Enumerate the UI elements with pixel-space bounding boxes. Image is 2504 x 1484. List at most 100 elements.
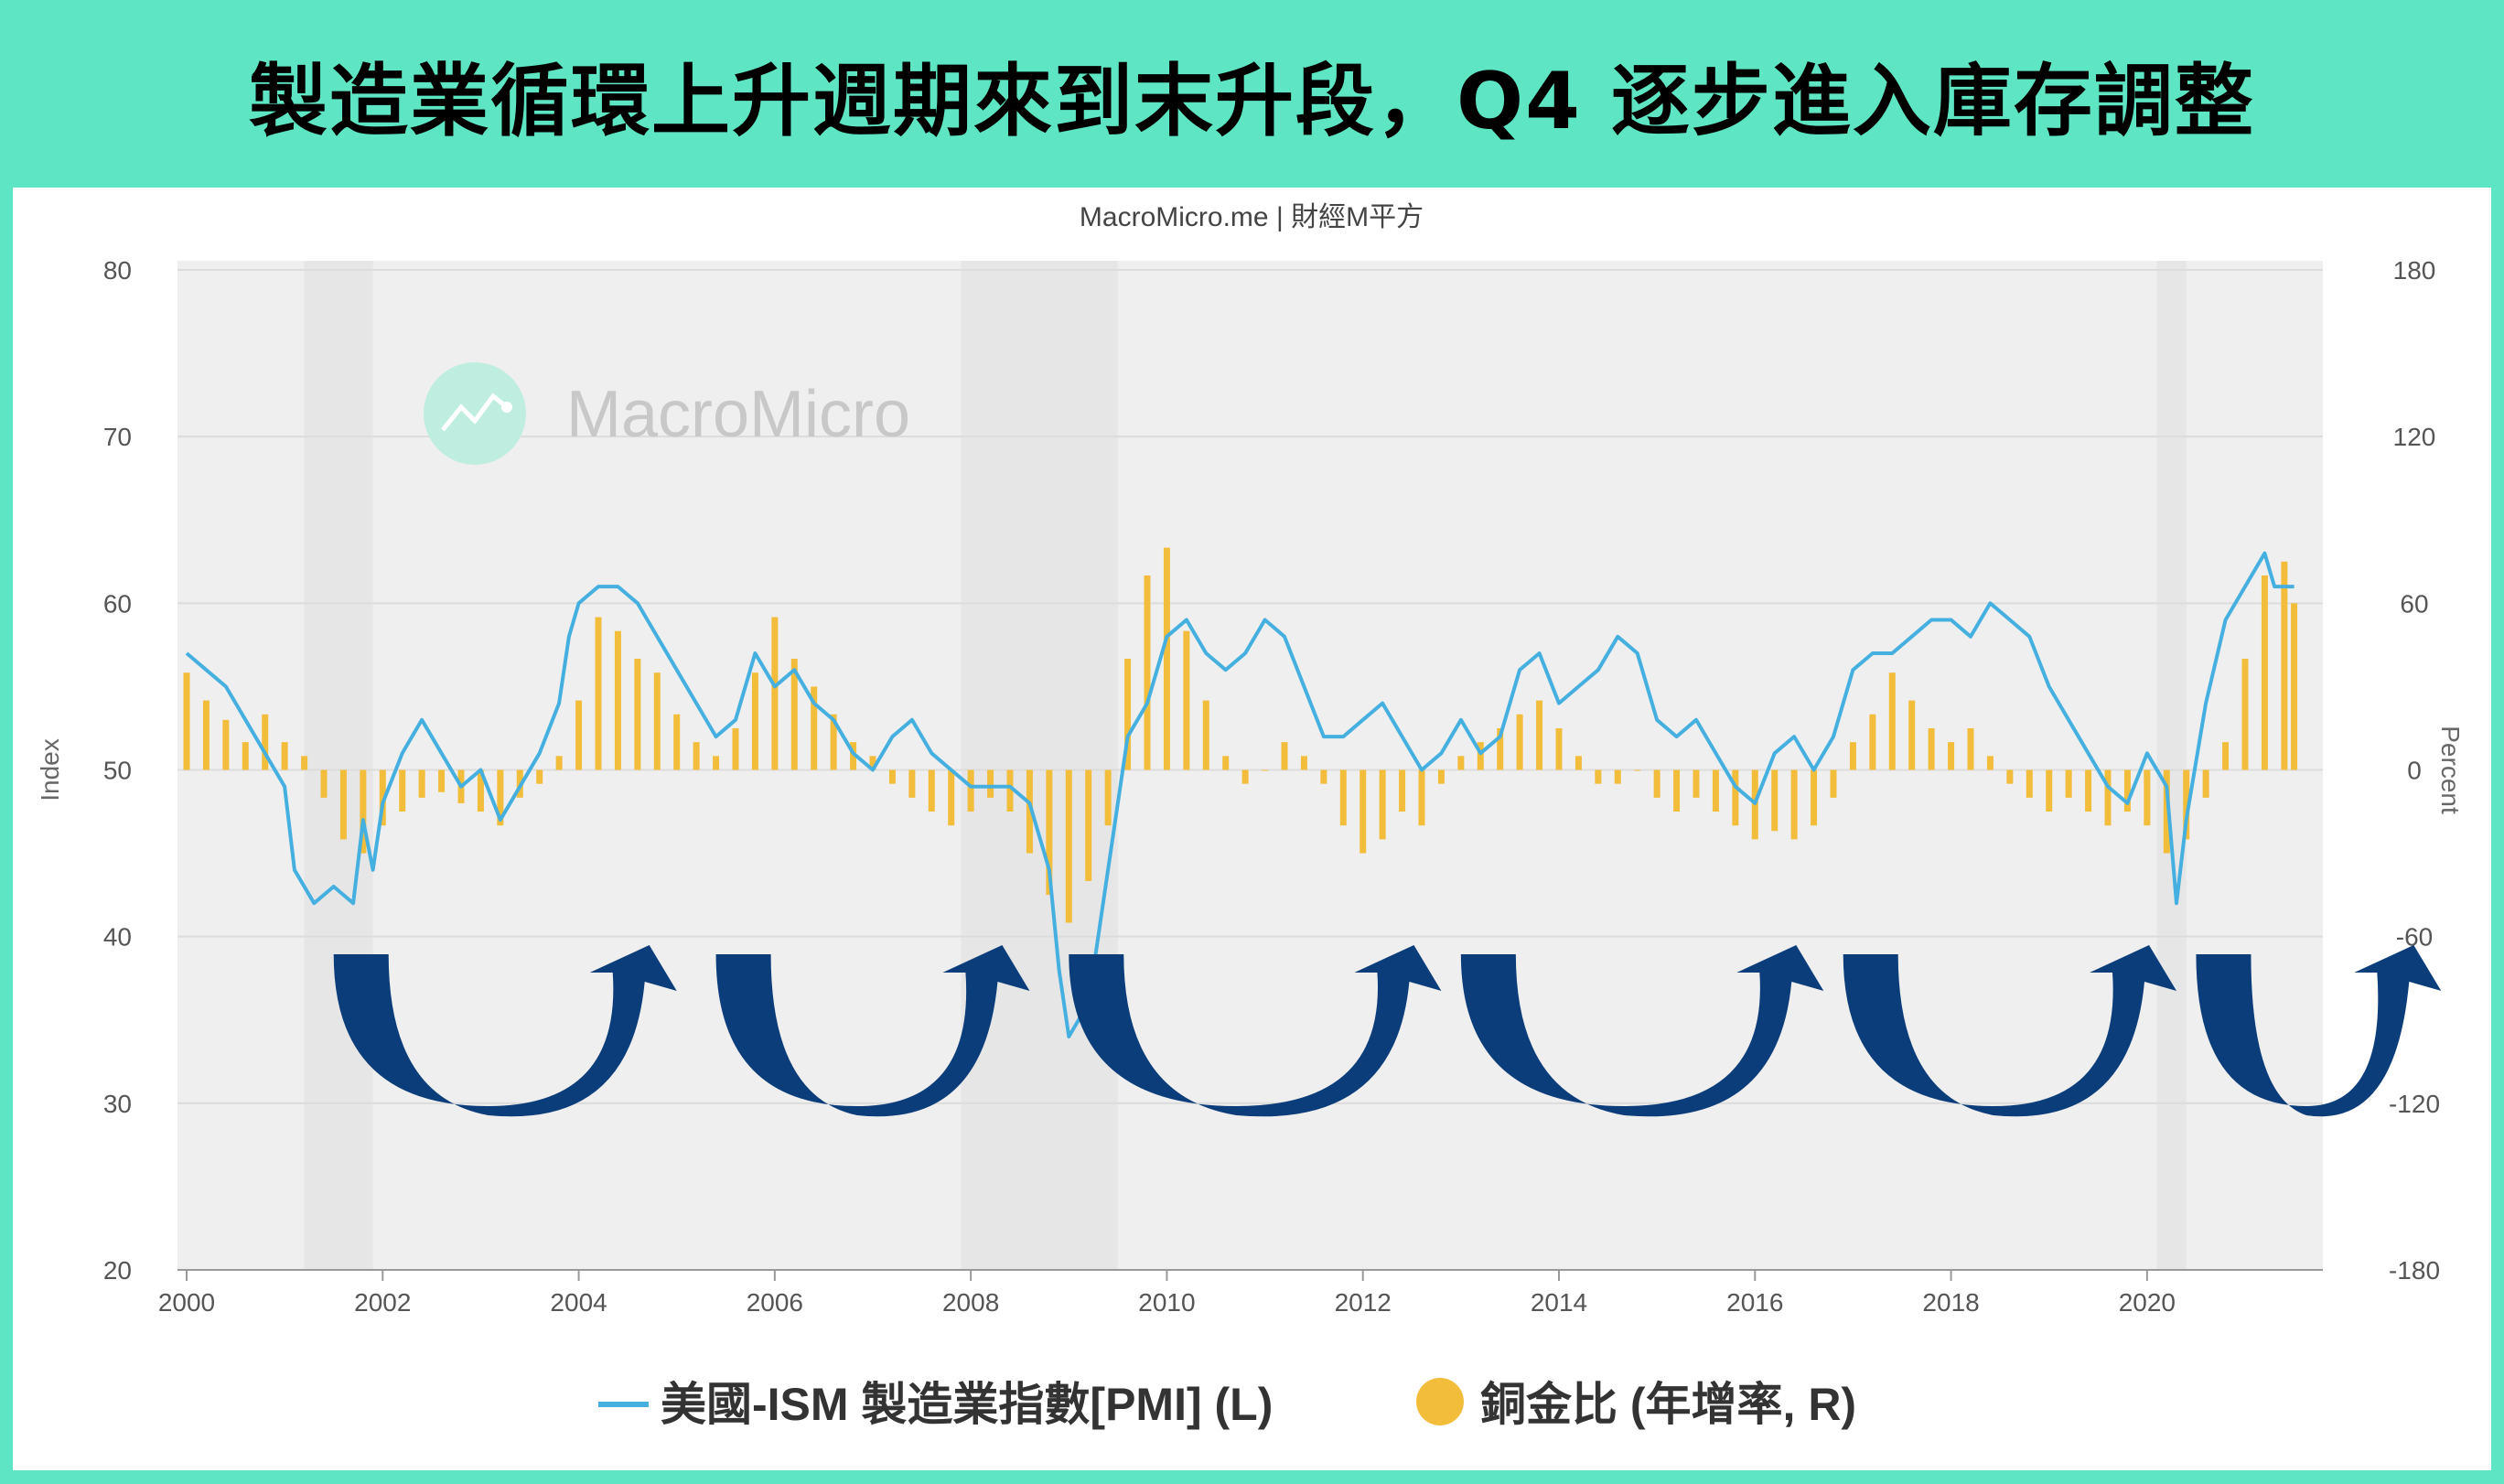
copper-gold-bar (1732, 769, 1739, 826)
cycle-arrow-shape (1069, 945, 1442, 1117)
left-tick-label: 70 (103, 423, 132, 451)
copper-gold-bar (1300, 756, 1307, 770)
copper-gold-bar (2026, 769, 2033, 798)
copper-gold-bar (1163, 547, 1170, 770)
copper-gold-bar (790, 659, 798, 770)
copper-gold-bar (1536, 700, 1543, 770)
copper-gold-bar (673, 714, 681, 770)
x-tick-label: 2002 (354, 1288, 411, 1317)
copper-gold-bar (1399, 769, 1406, 812)
copper-gold-bar (1712, 769, 1719, 812)
copper-gold-bar (967, 769, 974, 812)
watermark-text: MacroMicro (566, 378, 910, 451)
copper-gold-bar (850, 742, 857, 770)
cycle-arrow-shape (2196, 945, 2442, 1117)
copper-gold-bar (1634, 769, 1641, 771)
copper-gold-bar (242, 742, 249, 770)
x-tick-label: 2010 (1138, 1288, 1195, 1317)
copper-gold-bar (1320, 769, 1327, 784)
legend-label-copper-gold: 銅金比 (年增率, R) (1480, 1379, 1856, 1430)
copper-gold-bar (1339, 769, 1347, 826)
copper-gold-bar (2123, 769, 2131, 812)
copper-gold-bar (732, 727, 739, 770)
cycle-arrow-shape (333, 945, 677, 1117)
copper-gold-bar (555, 756, 563, 770)
pmi-line (185, 551, 2294, 1038)
copper-gold-bar (301, 756, 308, 770)
left-tick-label: 30 (103, 1090, 132, 1118)
copper-gold-bar (1359, 769, 1367, 854)
watermark-logo-dot-icon (501, 402, 512, 413)
x-tick-label: 2006 (747, 1288, 803, 1317)
copper-gold-bar (1574, 756, 1582, 770)
copper-gold-bar (1124, 659, 1132, 770)
copper-gold-bar (1888, 672, 1896, 770)
copper-gold-bar (869, 756, 876, 770)
copper-gold-bar (1281, 742, 1288, 770)
copper-gold-bar (1614, 769, 1621, 784)
cycle-arrow-icon (2196, 945, 2442, 1117)
left-axis-title: Index (36, 738, 64, 801)
copper-gold-bar (1497, 727, 1504, 770)
copper-gold-bar (202, 700, 210, 770)
copper-gold-bar (888, 769, 896, 784)
cycle-arrow-shape (715, 945, 1030, 1117)
right-axis-title: Percent (2436, 726, 2465, 814)
watermark-logo-icon (424, 362, 526, 465)
recession-band (2156, 261, 2187, 1270)
copper-gold-bar (1418, 769, 1425, 826)
copper-gold-bar (2222, 742, 2230, 770)
right-tick-label: -180 (2389, 1256, 2440, 1285)
copper-gold-bar (2006, 769, 2014, 784)
copper-gold-bar (2144, 769, 2151, 826)
left-tick-label: 50 (103, 757, 132, 785)
copper-gold-bar (281, 742, 288, 770)
cycle-arrow-icon (333, 945, 677, 1117)
copper-gold-bar (987, 769, 994, 798)
copper-gold-bar (536, 769, 543, 784)
copper-gold-bar (379, 769, 386, 826)
copper-gold-bar (1830, 769, 1837, 798)
copper-gold-bar (811, 686, 818, 770)
copper-gold-bar (360, 769, 367, 854)
copper-gold-bar (2104, 769, 2112, 826)
copper-gold-bar (1653, 769, 1660, 798)
copper-gold-bar (1595, 769, 1602, 784)
page-headline: 製造業循環上升週期來到末升段，Q4 逐步進入庫存調整 (249, 56, 2255, 147)
copper-gold-bar (2183, 769, 2190, 840)
copper-gold-bar (614, 630, 621, 770)
x-tick-label: 2018 (1922, 1288, 1979, 1317)
copper-gold-bar (1849, 742, 1856, 770)
copper-gold-bar (262, 714, 269, 770)
copper-gold-bar (2085, 769, 2092, 812)
copper-gold-bar (1771, 769, 1779, 832)
copper-gold-bar (2163, 769, 2170, 854)
copper-gold-bar (2261, 575, 2268, 770)
copper-gold-bar (713, 756, 720, 770)
copper-gold-bar (2291, 603, 2298, 770)
copper-gold-bar (1183, 630, 1190, 770)
copper-gold-bar (1869, 714, 1876, 770)
legend-label-pmi: 美國-ISM 製造業指數[PMI] (L) (661, 1379, 1273, 1430)
copper-gold-bar (1085, 769, 1092, 881)
copper-gold-bar (595, 617, 602, 770)
right-tick-label: 120 (2393, 423, 2436, 451)
left-tick-label: 40 (103, 923, 132, 952)
right-tick-label: 180 (2393, 256, 2436, 285)
copper-gold-bar (497, 769, 504, 826)
x-tick-label: 2016 (1726, 1288, 1783, 1317)
copper-gold-bar (948, 769, 955, 826)
copper-gold-bar (1104, 769, 1112, 826)
copper-gold-bar (1437, 769, 1445, 784)
copper-gold-bar (2202, 769, 2209, 798)
left-tick-label: 60 (103, 589, 132, 618)
copper-gold-bar (2281, 561, 2288, 770)
x-tick-label: 2008 (942, 1288, 999, 1317)
copper-gold-bar (1908, 700, 1916, 770)
copper-gold-bar (1948, 742, 1955, 770)
x-tick-label: 2004 (550, 1288, 607, 1317)
right-tick-label: -120 (2389, 1090, 2440, 1118)
copper-gold-bar (418, 769, 425, 798)
copper-gold-bar (222, 719, 230, 770)
legend-dot-copper-gold-icon (1416, 1378, 1464, 1425)
